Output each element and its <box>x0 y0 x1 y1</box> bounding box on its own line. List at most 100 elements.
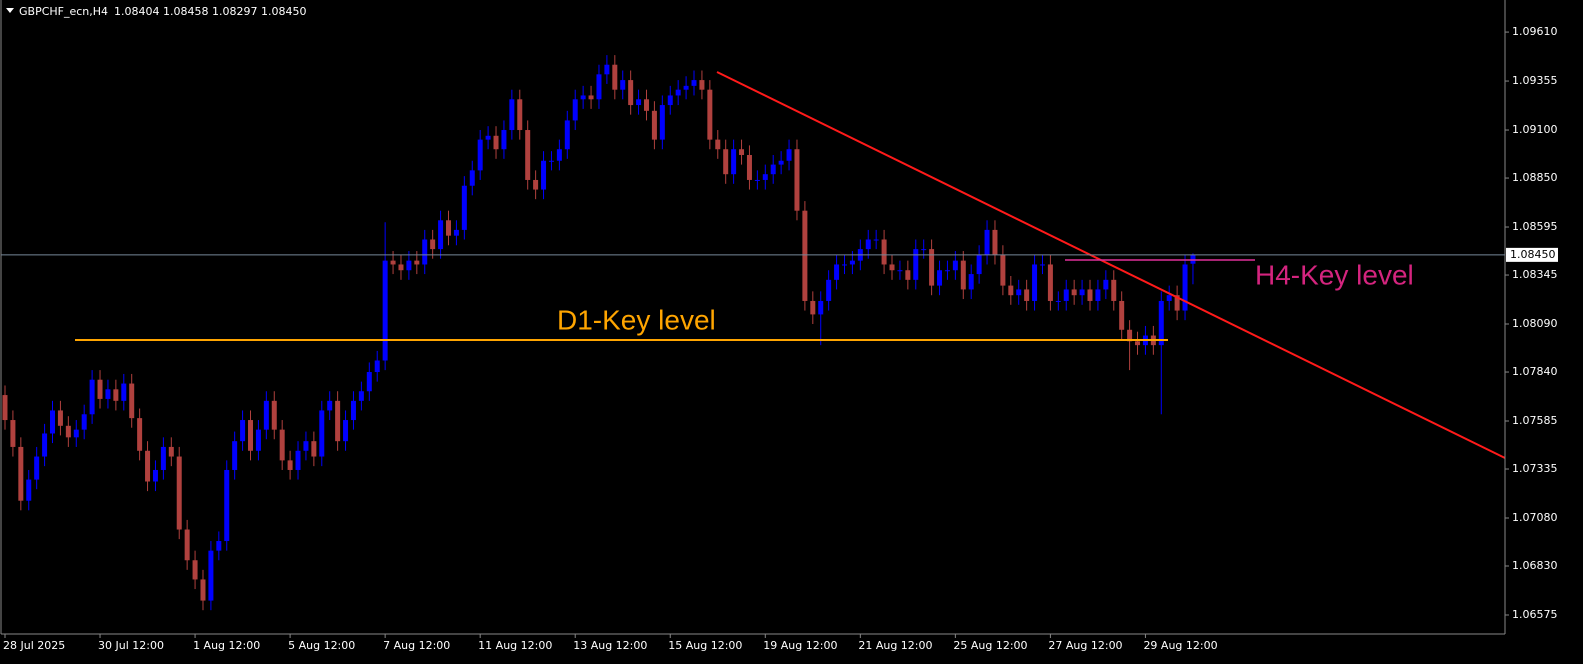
candle-body <box>390 260 396 265</box>
candle-body <box>628 80 634 106</box>
candle-body <box>810 300 816 315</box>
candle-body <box>659 105 665 140</box>
y-tick-label: 1.06575 <box>1512 608 1558 621</box>
annotation: D1-Key level <box>557 304 716 335</box>
candle-body <box>335 400 341 442</box>
candle-body <box>438 220 444 250</box>
candle-body <box>1039 264 1045 266</box>
candle-body <box>42 433 48 457</box>
candle-body <box>176 456 182 530</box>
y-tick-label: 1.07335 <box>1512 462 1558 475</box>
candle-body <box>715 139 721 150</box>
x-tick-label: 11 Aug 12:00 <box>478 639 552 652</box>
candle-body <box>1182 264 1188 311</box>
candle-body <box>303 441 309 451</box>
candle-body <box>651 110 657 140</box>
candle-body <box>984 229 990 255</box>
candle-body <box>525 130 531 180</box>
y-tick-label: 1.09355 <box>1512 74 1558 87</box>
candle-body <box>762 174 768 180</box>
candle-body <box>358 391 364 401</box>
candle-body <box>921 249 927 251</box>
candle-body <box>1095 289 1101 301</box>
candle-body <box>976 254 982 275</box>
quote: 1.08404 1.08458 1.08297 1.08450 <box>114 5 306 18</box>
candle-body <box>1055 300 1061 302</box>
symbol: GBPCHF_ecn,H4 <box>19 5 108 18</box>
candle-body <box>889 264 895 271</box>
x-tick-label: 27 Aug 12:00 <box>1048 639 1122 652</box>
candle-body <box>105 389 111 399</box>
candle-body <box>1024 289 1030 301</box>
candle-body <box>541 160 547 190</box>
candle-body <box>311 441 317 457</box>
candle-body <box>739 149 745 155</box>
candle-body <box>683 85 689 90</box>
candle-body <box>184 529 190 561</box>
y-tick-label: 1.07080 <box>1512 511 1558 524</box>
candle-body <box>572 99 578 121</box>
x-tick-label: 30 Jul 12:00 <box>98 639 164 652</box>
candle-body <box>1032 264 1038 301</box>
candle-body <box>192 560 198 580</box>
x-tick-label: 21 Aug 12:00 <box>858 639 932 652</box>
candle-body <box>913 249 919 280</box>
candle-body <box>382 260 388 361</box>
candle-body <box>279 429 285 461</box>
candle-body <box>65 425 71 438</box>
candle-body <box>271 400 277 430</box>
candle-body <box>485 135 491 140</box>
candle-body <box>548 160 554 162</box>
candle-body <box>343 420 349 442</box>
candle-body <box>929 249 935 286</box>
candle-body <box>366 372 372 392</box>
candle-body <box>596 74 602 100</box>
candle-body <box>129 383 135 419</box>
candle-body <box>73 429 79 438</box>
candle-body <box>97 379 103 399</box>
candle-body <box>604 64 610 75</box>
candle-body <box>1047 264 1053 301</box>
y-tick-label: 1.08090 <box>1512 317 1558 330</box>
candle-body <box>960 260 966 290</box>
candle-body <box>461 185 467 230</box>
candle-body <box>319 410 325 457</box>
menu-arrow[interactable] <box>6 8 14 13</box>
candle-body <box>477 139 483 171</box>
candle-body <box>145 450 151 482</box>
candle-body <box>873 239 879 241</box>
candle-body <box>18 446 24 501</box>
candle-body <box>699 80 705 90</box>
candle-body <box>707 89 713 140</box>
candle-body <box>34 456 40 480</box>
candle-body <box>445 220 451 236</box>
candle-body <box>200 579 206 601</box>
candle-body <box>240 420 246 442</box>
candle-body <box>1127 329 1133 342</box>
candle-body <box>137 418 143 451</box>
candle-body <box>422 239 428 265</box>
candle-body <box>905 270 911 280</box>
candle-body <box>295 450 301 470</box>
candle-body <box>501 130 507 150</box>
candle-body <box>580 95 586 100</box>
candle-body <box>216 541 222 551</box>
candle-body <box>612 64 618 90</box>
candle-body <box>263 400 269 430</box>
candle-body <box>1016 289 1022 296</box>
candle-body <box>208 550 214 601</box>
x-tick-label: 19 Aug 12:00 <box>763 639 837 652</box>
plot-area <box>2 55 1196 611</box>
candle-body <box>620 80 626 90</box>
candle-body <box>1008 285 1014 296</box>
candle-body <box>160 446 166 470</box>
y-tick-label: 1.09100 <box>1512 123 1558 136</box>
candle-body <box>398 264 404 271</box>
candle-body <box>841 264 847 266</box>
x-tick-label: 28 Jul 2025 <box>3 639 65 652</box>
candle-body <box>897 270 903 272</box>
candle-body <box>287 460 293 470</box>
candle-body <box>374 360 380 373</box>
y-tick-label: 1.06830 <box>1512 559 1558 572</box>
